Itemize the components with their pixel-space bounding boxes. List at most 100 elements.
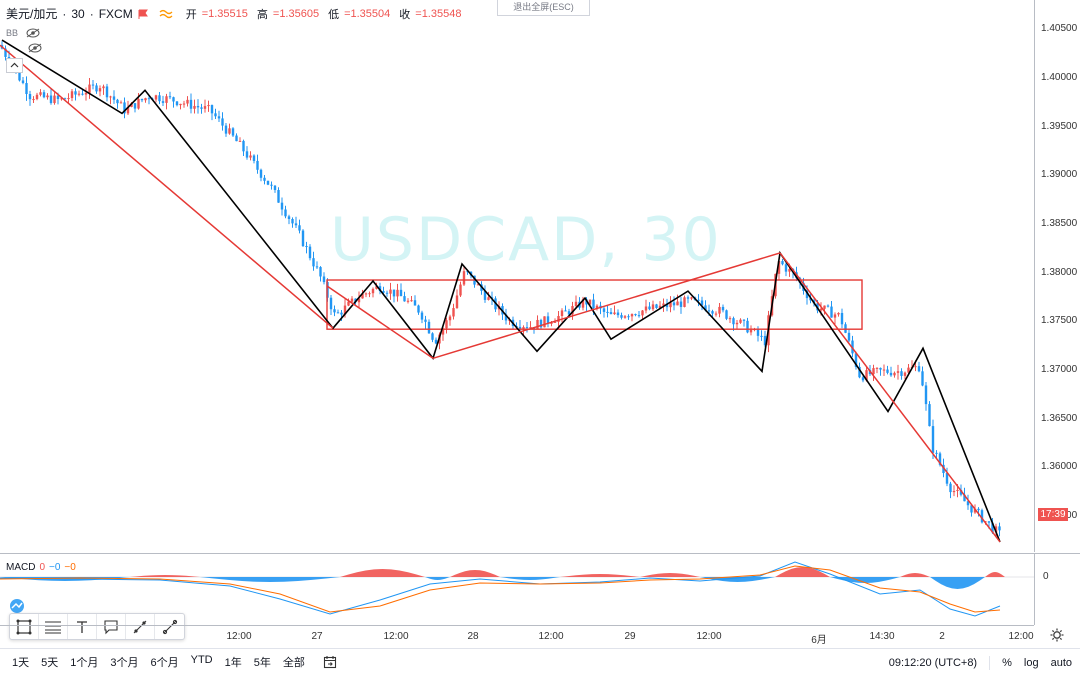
candle-body (602, 308, 606, 312)
settings-button[interactable] (1048, 628, 1066, 646)
candle-body (732, 318, 735, 325)
high-value: =1.35605 (272, 7, 320, 20)
open-value: =1.35515 (201, 7, 248, 20)
candle-body (375, 286, 378, 289)
range-button[interactable]: 6个月 (150, 657, 179, 669)
candle-body (956, 489, 959, 492)
range-button[interactable]: 1年 (224, 657, 242, 669)
candle-body (175, 101, 179, 106)
bb-indicator-label[interactable]: BB (6, 27, 19, 38)
log-toggle[interactable]: log (1023, 656, 1039, 669)
range-button[interactable]: 5天 (41, 657, 59, 669)
flag-icon[interactable] (138, 9, 148, 19)
range-button[interactable]: 1个月 (70, 657, 99, 669)
candle-body (945, 473, 949, 484)
candlestick-chart[interactable] (0, 0, 1034, 552)
macd-histogram-bar (775, 567, 830, 577)
price-axis[interactable]: 1.40500 1.40000 1.39500 1.39000 1.38500 1.380… (1034, 0, 1080, 552)
rectangle-tool[interactable] (10, 614, 39, 639)
candle-body (763, 335, 767, 346)
candle-body (609, 312, 613, 315)
candle-body (924, 385, 928, 405)
candle-body (4, 48, 7, 57)
candle-body (385, 292, 389, 294)
candle-body (392, 289, 396, 297)
candle-body (18, 70, 21, 81)
candle-body (189, 99, 193, 109)
candle-body (907, 367, 910, 373)
price-chart-pane[interactable]: USDCAD, 30 (0, 0, 1034, 552)
candle-body (294, 223, 298, 226)
candle-body (249, 155, 252, 158)
trend-line-tool[interactable] (126, 614, 155, 639)
percent-toggle[interactable]: % (1002, 656, 1012, 669)
candle-body (413, 300, 417, 306)
calendar-icon[interactable] (323, 655, 337, 669)
candle-body (319, 267, 322, 277)
bottom-right-controls: 09:12:20 (UTC+8) % log auto (889, 649, 1072, 675)
candle-body (725, 310, 728, 319)
candle-body (921, 371, 924, 386)
range-button[interactable]: 5年 (253, 657, 271, 669)
time-axis[interactable]: 12:00 27 12:00 28 12:00 29 12:00 6月 14:30 2 12:00 (0, 625, 1034, 647)
candle-body (917, 366, 921, 372)
compare-icon[interactable] (159, 9, 173, 19)
candle-body (256, 160, 259, 170)
candle-body (504, 314, 508, 321)
range-button[interactable]: 全部 (282, 657, 305, 669)
candle-body (959, 489, 963, 495)
candle-body (228, 128, 231, 134)
range-button[interactable]: YTD (190, 654, 213, 666)
symbol-name[interactable]: 美元/加元 (6, 7, 58, 21)
red-trendline-drawing[interactable] (432, 252, 781, 360)
candle-body (634, 314, 637, 316)
eye-icon[interactable] (26, 28, 40, 38)
eye-icon[interactable] (28, 43, 42, 53)
candle-body (441, 328, 445, 335)
red-trendline-drawing[interactable] (0, 44, 334, 329)
candle-body (217, 116, 221, 119)
candle-body (32, 99, 35, 101)
macd-pane[interactable] (0, 553, 1034, 625)
red-trendline-drawing[interactable] (779, 252, 1001, 543)
candle-body (49, 95, 53, 104)
candle-body (746, 320, 749, 333)
macd-chart[interactable] (0, 554, 1034, 625)
candle-body (861, 377, 865, 381)
candle-body (231, 128, 235, 136)
candle-body (221, 118, 224, 126)
candle-body (298, 225, 301, 231)
macd-histogram-bar (640, 573, 700, 577)
candle-body (455, 295, 459, 309)
callout-tool[interactable] (97, 614, 126, 639)
text-tool[interactable] (68, 614, 97, 639)
candle-body (679, 301, 683, 307)
red-trendline-drawing[interactable] (326, 285, 434, 359)
macd-histogram-bar (500, 577, 560, 580)
interval-label[interactable]: 30 (71, 6, 85, 21)
range-button[interactable]: 3个月 (110, 657, 139, 669)
time-axis-label: 29 (624, 631, 636, 642)
candle-body (417, 305, 420, 313)
candle-body (165, 96, 168, 103)
candle-body (543, 316, 546, 328)
candle-body (483, 290, 487, 300)
ray-tool[interactable] (155, 614, 184, 639)
zigzag-wave-drawing[interactable] (1, 39, 1001, 543)
macd-line (0, 561, 1001, 617)
candle-body (788, 269, 791, 272)
candle-body (896, 371, 900, 373)
range-rectangle-drawing[interactable] (326, 279, 863, 330)
exit-fullscreen-button[interactable]: 退出全屏(ESC) (497, 0, 590, 16)
candle-body (109, 96, 112, 98)
candle-body (903, 372, 907, 376)
range-button[interactable]: 1天 (12, 657, 30, 669)
candle-body (686, 297, 690, 299)
candle-body (704, 305, 707, 311)
price-axis-label: 1.38000 (1041, 267, 1078, 278)
auto-toggle[interactable]: auto (1050, 656, 1072, 669)
macd-name[interactable]: MACD (6, 562, 36, 573)
clock-timezone[interactable]: 09:12:20 (UTC+8) (888, 656, 978, 669)
collapse-legend-button[interactable] (6, 58, 23, 73)
macd-axis[interactable]: 0 (1034, 553, 1080, 625)
